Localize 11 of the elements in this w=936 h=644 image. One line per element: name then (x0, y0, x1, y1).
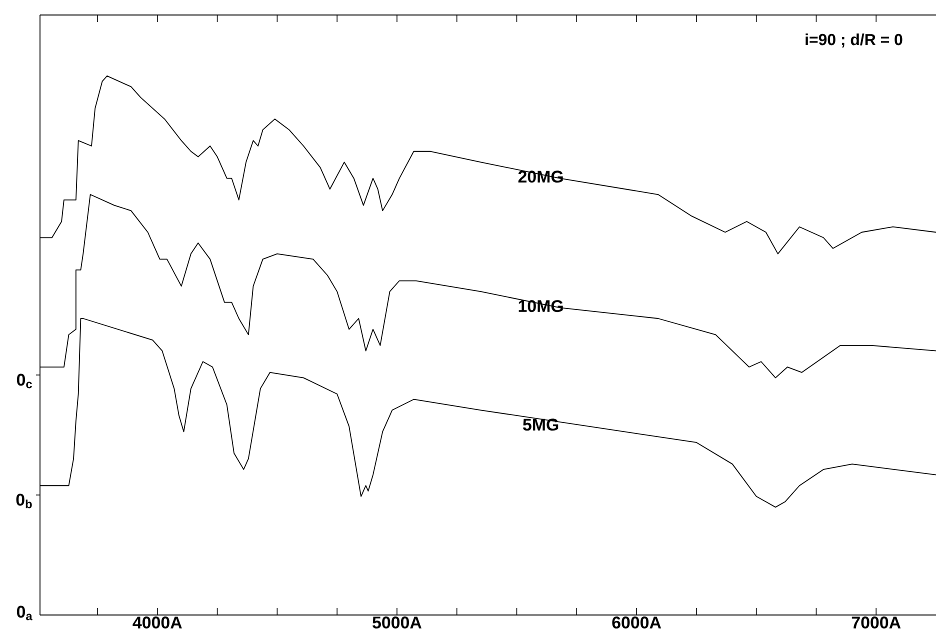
series-label: 5MG (522, 418, 558, 431)
x-tick-label: 6000A (612, 616, 662, 629)
text: 0$_{c}$ (16, 374, 32, 388)
series-label: 20MG (518, 170, 563, 183)
text: 0$_{b}$ (16, 494, 32, 508)
text: 0$_{a}$ (16, 606, 32, 620)
series-label: 10MG (518, 300, 563, 312)
x-tick-label: 7000A (852, 616, 901, 629)
text: i=90 ; d/R = 0 (806, 34, 902, 48)
x-tick-label: 5000A (372, 616, 422, 629)
x-tick-label: 4000A (132, 616, 182, 629)
